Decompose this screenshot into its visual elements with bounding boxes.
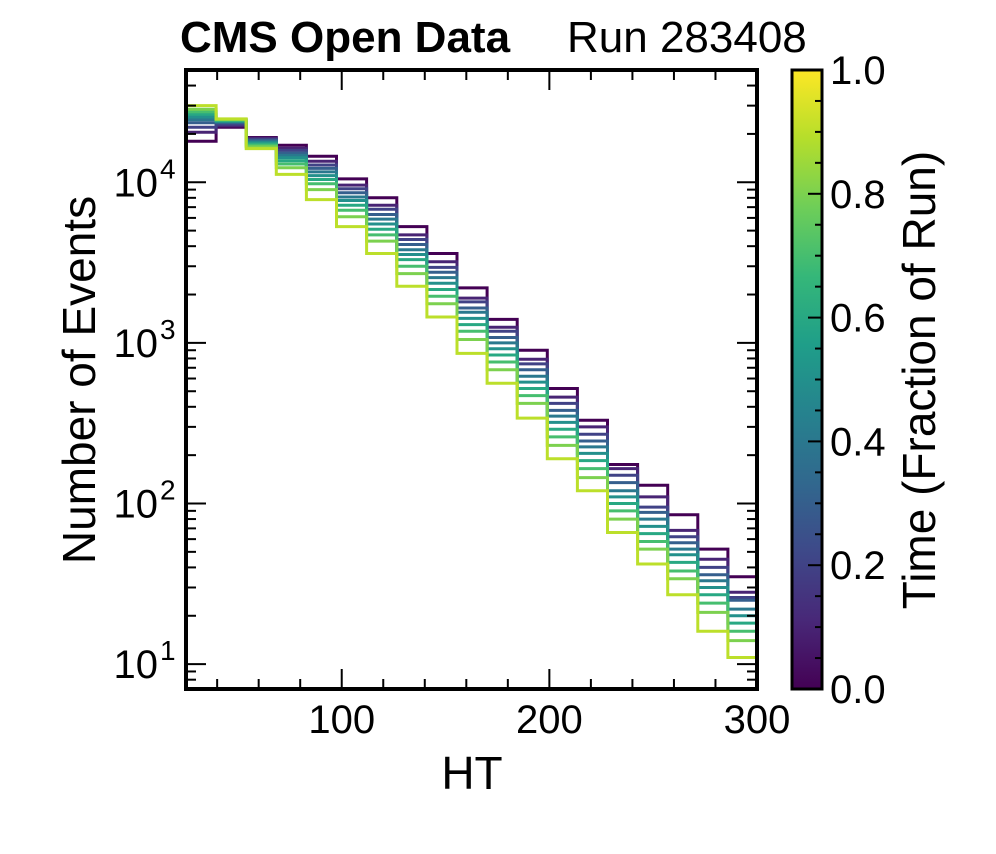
x-axis-label: HT xyxy=(441,747,502,799)
colorbar-tick-label: 0.8 xyxy=(830,173,886,217)
y-tick-label: 10 xyxy=(114,161,159,205)
y-tick-exponent: 3 xyxy=(160,314,176,345)
colorbar-tick-label: 0.6 xyxy=(830,297,886,341)
y-tick-exponent: 4 xyxy=(160,153,176,184)
colorbar-tick-label: 0.0 xyxy=(830,668,886,712)
y-tick-label: 10 xyxy=(114,643,159,687)
colorbar-frame xyxy=(790,68,824,691)
colorbar-tick-label: 0.4 xyxy=(830,420,886,464)
run-title: Run 283408 xyxy=(567,13,807,62)
colorbar-tick-label: 1.0 xyxy=(830,49,886,93)
colorbar-tick-labels: 0.0 0.2 0.4 0.6 0.8 1.0 xyxy=(830,49,886,712)
colorbar: 0.0 0.2 0.4 0.6 0.8 1.0 Time (Fraction of Run… xyxy=(790,49,945,712)
plot-frame xyxy=(184,68,759,691)
x-tick-label: 200 xyxy=(516,698,583,742)
histogram-series xyxy=(186,104,757,659)
x-tick-label: 100 xyxy=(308,698,375,742)
y-tick-label: 10 xyxy=(114,483,159,527)
y-tick-exponent: 1 xyxy=(160,635,176,666)
x-tick-labels: 100 200 300 xyxy=(308,698,790,742)
y-tick-label: 10 xyxy=(114,322,159,366)
colorbar-label: Time (Fraction of Run) xyxy=(893,151,945,609)
colorbar-tick-label: 0.2 xyxy=(830,544,886,588)
series-line-9 xyxy=(186,104,757,659)
x-tick-label: 300 xyxy=(724,698,791,742)
experiment-title: CMS Open Data xyxy=(180,13,511,62)
y-axis-label: Number of Events xyxy=(53,196,105,564)
y-tick-exponent: 2 xyxy=(160,475,176,506)
